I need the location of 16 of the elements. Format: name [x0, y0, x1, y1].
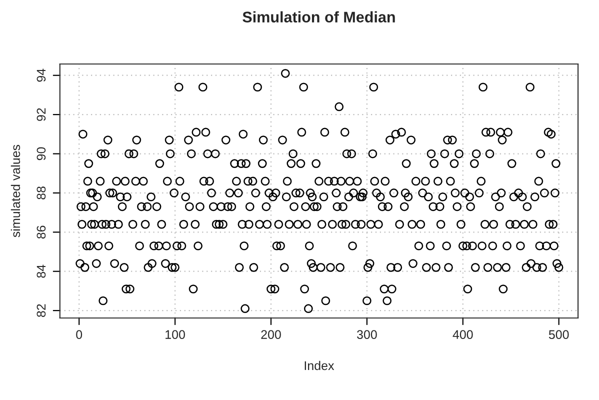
x-tick-label: 100	[166, 330, 185, 339]
x-tick-label: 500	[548, 330, 569, 339]
y-axis-title: simulated values	[10, 144, 20, 238]
x-tick-label: 400	[452, 330, 473, 339]
x-axis-title: Index	[304, 360, 334, 370]
chart-title: Simulation of Median	[242, 11, 395, 22]
y-tick-label: 88	[36, 186, 46, 200]
x-tick-label: 300	[356, 330, 377, 339]
y-tick-label: 86	[36, 226, 46, 239]
y-tick-label: 82	[36, 304, 46, 317]
y-tick-label: 92	[36, 108, 46, 121]
y-tick-label: 84	[36, 264, 46, 278]
y-tick-label: 94	[36, 68, 46, 82]
x-tick-label: 0	[76, 330, 82, 339]
y-tick-label: 90	[36, 147, 46, 160]
x-tick-label: 200	[261, 330, 281, 339]
